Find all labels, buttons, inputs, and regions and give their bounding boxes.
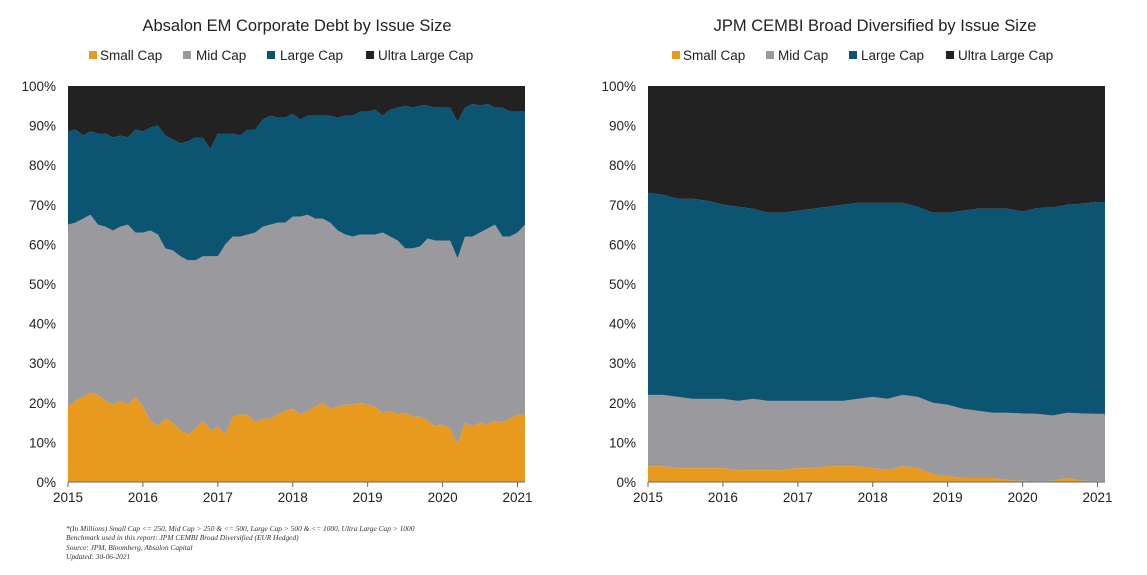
y-tick-label: 80% bbox=[29, 158, 56, 173]
x-tick-label: 2021 bbox=[502, 490, 532, 505]
footnote-updated: Updated: 30-06-2021 bbox=[66, 552, 131, 562]
area-large-cap bbox=[648, 192, 1105, 416]
y-tick-label: 70% bbox=[609, 198, 636, 213]
y-tick-label: 60% bbox=[29, 237, 56, 252]
area-mid-cap bbox=[68, 214, 525, 445]
legend-label-small-cap: Small Cap bbox=[683, 48, 745, 63]
y-axis: 0% 10% 20% 30% 40% 50% 60% 70% 80% 90% 100% bbox=[21, 79, 56, 490]
y-tick-label: 50% bbox=[29, 277, 56, 292]
x-tick-label: 2019 bbox=[933, 490, 963, 505]
chart-title: JPM CEMBI Broad Diversified by Issue Siz… bbox=[714, 17, 1037, 35]
x-tick-label: 2020 bbox=[1008, 490, 1038, 505]
x-tick-label: 2017 bbox=[203, 490, 233, 505]
x-tick-label: 2018 bbox=[278, 490, 308, 505]
x-axis: 2015 2016 2017 2018 2019 2020 2021 bbox=[53, 481, 533, 505]
x-tick-label: 2017 bbox=[783, 490, 813, 505]
legend-swatch-large-cap bbox=[849, 51, 857, 59]
y-tick-label: 20% bbox=[609, 396, 636, 411]
x-tick-label: 2015 bbox=[53, 490, 83, 505]
y-tick-label: 0% bbox=[36, 475, 56, 490]
legend-label-small-cap: Small Cap bbox=[100, 48, 162, 63]
y-tick-label: 10% bbox=[29, 435, 56, 450]
chart-absalon: Absalon EM Corporate Debt by Issue Size … bbox=[21, 17, 532, 505]
y-tick-label: 0% bbox=[616, 475, 636, 490]
y-tick-label: 100% bbox=[601, 79, 636, 94]
y-tick-label: 50% bbox=[609, 277, 636, 292]
area-small-cap bbox=[68, 392, 525, 482]
legend-swatch-large-cap bbox=[267, 51, 275, 59]
y-tick-label: 90% bbox=[29, 119, 56, 134]
y-tick-label: 70% bbox=[29, 198, 56, 213]
area-ultra-large-cap bbox=[68, 86, 525, 150]
legend-label-ultra-large-cap: Ultra Large Cap bbox=[378, 48, 473, 63]
y-tick-label: 30% bbox=[609, 356, 636, 371]
legend-swatch-mid-cap bbox=[766, 51, 774, 59]
x-tick-label: 2019 bbox=[353, 490, 383, 505]
y-tick-label: 10% bbox=[609, 435, 636, 450]
footnote-definitions: *(In Millions) Small Cap <= 250, Mid Cap… bbox=[66, 524, 415, 533]
footnote: *(In Millions) Small Cap <= 250, Mid Cap… bbox=[66, 524, 626, 562]
legend-label-mid-cap: Mid Cap bbox=[778, 48, 828, 63]
plot-area bbox=[648, 86, 1105, 482]
y-tick-label: 100% bbox=[21, 79, 56, 94]
legend-label-mid-cap: Mid Cap bbox=[196, 48, 246, 63]
x-tick-label: 2018 bbox=[858, 490, 888, 505]
y-tick-label: 90% bbox=[609, 119, 636, 134]
x-tick-label: 2016 bbox=[128, 490, 158, 505]
chart-jpm-cembi: JPM CEMBI Broad Diversified by Issue Siz… bbox=[601, 17, 1112, 505]
y-tick-label: 40% bbox=[29, 317, 56, 332]
y-axis: 0% 10% 20% 30% 40% 50% 60% 70% 80% 90% 100% bbox=[601, 79, 636, 490]
area-mid-cap bbox=[648, 394, 1105, 482]
y-tick-label: 60% bbox=[609, 237, 636, 252]
area-large-cap bbox=[68, 103, 525, 261]
x-tick-label: 2015 bbox=[633, 490, 663, 505]
x-tick-label: 2016 bbox=[708, 490, 738, 505]
legend: Small Cap Mid Cap Large Cap Ultra Large … bbox=[89, 48, 473, 63]
legend: Small Cap Mid Cap Large Cap Ultra Large … bbox=[672, 48, 1053, 63]
footnote-source: Source: JPM, Bloomberg, Absalon Capital bbox=[66, 542, 193, 552]
chart-title: Absalon EM Corporate Debt by Issue Size bbox=[142, 17, 451, 35]
legend-swatch-ultra-large-cap bbox=[366, 51, 374, 59]
legend-swatch-mid-cap bbox=[183, 51, 191, 59]
legend-swatch-small-cap bbox=[89, 51, 97, 59]
footnote-benchmark: Benchmark used in this report: JPM CEMBI… bbox=[66, 533, 299, 543]
x-axis: 2015 2016 2017 2018 2019 2020 2021 bbox=[633, 481, 1113, 505]
legend-label-ultra-large-cap: Ultra Large Cap bbox=[958, 48, 1053, 63]
legend-label-large-cap: Large Cap bbox=[861, 48, 924, 63]
x-tick-label: 2021 bbox=[1082, 490, 1112, 505]
y-tick-label: 80% bbox=[609, 158, 636, 173]
plot-area bbox=[68, 86, 525, 482]
y-tick-label: 40% bbox=[609, 317, 636, 332]
y-tick-label: 30% bbox=[29, 356, 56, 371]
area-ultra-large-cap bbox=[648, 86, 1105, 213]
y-tick-label: 20% bbox=[29, 396, 56, 411]
x-tick-label: 2020 bbox=[428, 490, 458, 505]
legend-swatch-ultra-large-cap bbox=[946, 51, 954, 59]
legend-swatch-small-cap bbox=[672, 51, 680, 59]
legend-label-large-cap: Large Cap bbox=[280, 48, 343, 63]
